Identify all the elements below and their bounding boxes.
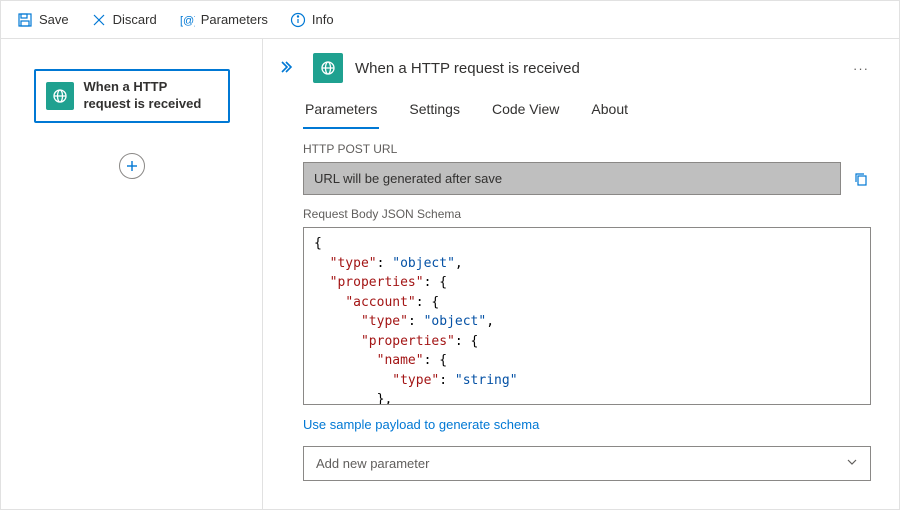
http-trigger-icon [46,82,74,110]
panel-header: When a HTTP request is received ··· [275,39,879,93]
tab-parameters[interactable]: Parameters [303,93,379,129]
chevron-down-icon [846,456,858,471]
parameters-label: Parameters [201,12,268,27]
http-post-url-field: URL will be generated after save [303,162,841,195]
sample-payload-link[interactable]: Use sample payload to generate schema [303,405,539,446]
collapse-button[interactable] [277,58,301,79]
http-post-url-label: HTTP POST URL [303,142,871,156]
discard-button[interactable]: Discard [81,6,167,34]
schema-editor[interactable]: { "type": "object", "properties": { "acc… [303,227,871,405]
more-menu-button[interactable]: ··· [849,57,873,80]
tab-settings[interactable]: Settings [407,93,462,129]
discard-icon [91,12,107,28]
add-step-button[interactable] [119,153,145,179]
add-parameter-label: Add new parameter [316,456,429,471]
tab-code-view[interactable]: Code View [490,93,561,129]
trigger-card-title: When a HTTP request is received [84,79,218,113]
parameters-icon: [@] [179,12,195,28]
main-split: When a HTTP request is received When a H… [1,39,899,509]
info-icon [290,12,306,28]
trigger-card[interactable]: When a HTTP request is received [34,69,230,123]
save-button[interactable]: Save [7,6,79,34]
schema-section: Request Body JSON Schema { "type": "obje… [275,195,879,481]
toolbar: Save Discard [@] Parameters Info [1,1,899,39]
http-trigger-icon [313,53,343,83]
svg-text:[@]: [@] [180,15,195,27]
parameters-button[interactable]: [@] Parameters [169,6,278,34]
discard-label: Discard [113,12,157,27]
info-button[interactable]: Info [280,6,344,34]
add-parameter-dropdown[interactable]: Add new parameter [303,446,871,481]
save-icon [17,12,33,28]
designer-canvas: When a HTTP request is received [1,39,263,509]
tab-strip: Parameters Settings Code View About [275,93,879,130]
save-label: Save [39,12,69,27]
http-post-url-section: HTTP POST URL URL will be generated afte… [275,130,879,195]
details-panel: When a HTTP request is received ··· Para… [263,39,899,509]
tab-about[interactable]: About [589,93,630,129]
info-label: Info [312,12,334,27]
panel-title: When a HTTP request is received [355,60,837,77]
copy-url-button[interactable] [851,162,871,195]
schema-label: Request Body JSON Schema [303,207,871,221]
